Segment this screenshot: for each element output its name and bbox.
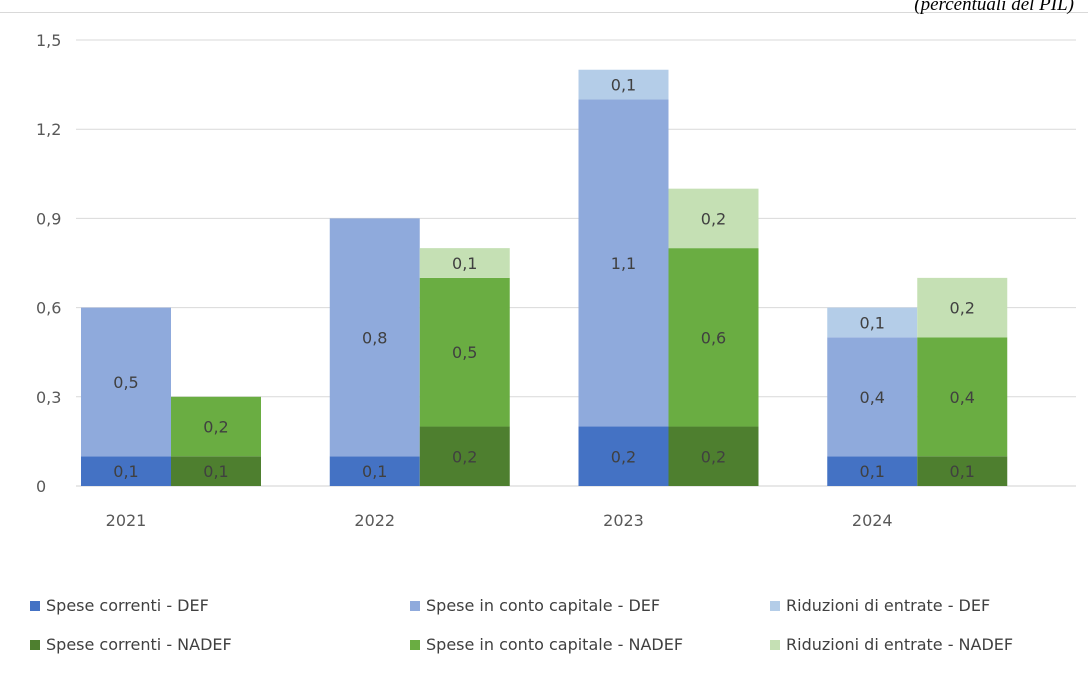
bar-segment [827, 337, 918, 457]
bar-segment [827, 456, 918, 486]
legend-item: Spese in conto capitale - NADEF [410, 635, 770, 654]
data-label: 0,2 [203, 418, 228, 437]
legend-label: Spese correnti - NADEF [46, 635, 232, 654]
legend: Spese correnti - DEF Spese in conto capi… [30, 596, 1080, 654]
unit-note: (percentuali del PIL) [914, 0, 1074, 15]
legend-label: Spese correnti - DEF [46, 596, 209, 615]
data-label: 0,4 [860, 388, 885, 407]
y-tick-label: 0 [36, 477, 46, 496]
data-label: 0,1 [362, 462, 387, 481]
data-label: 0,6 [701, 328, 726, 347]
bar-segment [419, 248, 510, 278]
bar-segment [329, 456, 420, 486]
y-tick-label: 0,9 [36, 209, 61, 228]
data-label: 0,5 [452, 343, 477, 362]
data-label: 0,4 [950, 388, 975, 407]
legend-label: Spese in conto capitale - DEF [426, 596, 661, 615]
bar-segment [917, 337, 1008, 457]
legend-item: Spese correnti - DEF [30, 596, 410, 615]
legend-swatch [770, 639, 780, 650]
legend-label: Riduzioni di entrate - DEF [786, 596, 991, 615]
legend-label: Spese in conto capitale - NADEF [426, 635, 684, 654]
data-label: 0,2 [701, 447, 726, 466]
data-label: 0,1 [611, 76, 636, 95]
bar-segment [668, 248, 759, 427]
bar-segment [81, 456, 171, 486]
bar-segment [827, 307, 918, 338]
data-label: 0,2 [950, 299, 975, 318]
bar-segment [917, 277, 1008, 338]
data-label: 0,1 [860, 313, 885, 332]
x-tick-label: 2023 [603, 511, 644, 530]
top-rule [0, 12, 1088, 13]
legend-item: Riduzioni di entrate - DEF [770, 596, 1080, 615]
y-tick-label: 1,2 [36, 120, 61, 139]
data-label: 0,8 [362, 328, 387, 347]
legend-swatch [410, 600, 420, 611]
data-label: 0,2 [611, 447, 636, 466]
bar-segment [171, 456, 261, 486]
legend-swatch [410, 639, 420, 650]
legend-item: Spese correnti - NADEF [30, 635, 410, 654]
data-label: 0,1 [113, 462, 138, 481]
y-tick-label: 0,3 [36, 388, 61, 407]
x-tick-label: 2024 [852, 511, 893, 530]
legend-swatch [30, 639, 40, 650]
bar-segment [419, 426, 510, 486]
data-label: 0,2 [452, 447, 477, 466]
legend-swatch [770, 600, 780, 611]
data-label: 0,5 [113, 373, 138, 392]
bar-segment [578, 69, 669, 100]
bar-segment [668, 426, 759, 486]
data-label: 0,1 [950, 462, 975, 481]
legend-label: Riduzioni di entrate - NADEF [786, 635, 1014, 654]
bar-segment [917, 456, 1008, 486]
bar-segment [668, 188, 759, 249]
legend-swatch [30, 600, 40, 611]
legend-item: Riduzioni di entrate - NADEF [770, 635, 1080, 654]
bar-segment [171, 396, 261, 457]
bar-segment [578, 99, 669, 427]
bar-segment [329, 218, 420, 457]
bar-segment [419, 277, 510, 427]
y-tick-label: 1,5 [36, 31, 61, 50]
stacked-bar-chart: 0 0,3 0,6 0,9 1,2 1,5 0,1 0,5 0,1 0,2 2021 0,1 0,8 0,… [36, 31, 1076, 530]
data-label: 0,2 [701, 209, 726, 228]
bar-segment [578, 426, 669, 486]
x-tick-label: 2021 [106, 511, 147, 530]
data-label: 0,1 [860, 462, 885, 481]
data-label: 0,1 [203, 462, 228, 481]
y-tick-label: 0,6 [36, 299, 61, 318]
bar-segment [81, 307, 171, 457]
x-tick-label: 2022 [354, 511, 395, 530]
data-label: 1,1 [611, 254, 636, 273]
data-label: 0,1 [452, 254, 477, 273]
legend-item: Spese in conto capitale - DEF [410, 596, 770, 615]
